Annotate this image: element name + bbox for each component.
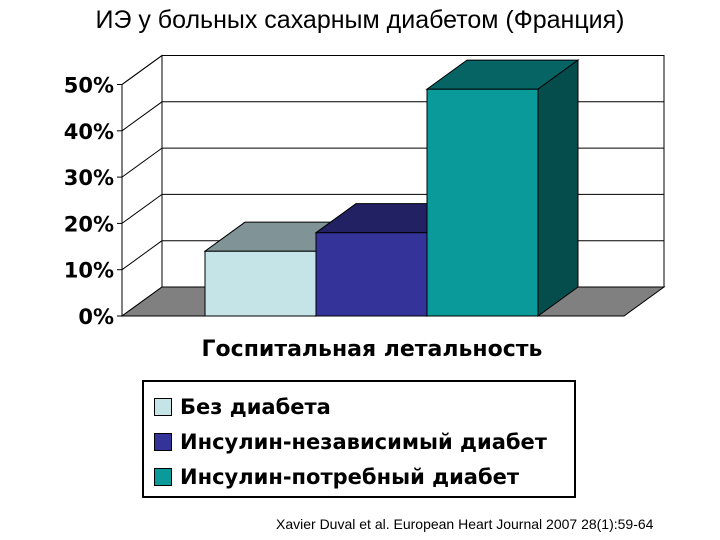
legend-swatch	[154, 398, 172, 416]
legend-item: Инсулин-независимый диабет	[154, 427, 547, 457]
legend-item: Без диабета	[154, 392, 331, 422]
x-axis-label: Госпитальная летальность	[202, 337, 543, 362]
legend-label: Инсулин-потребный диабет	[180, 465, 520, 489]
legend-label: Без диабета	[180, 395, 331, 419]
slide-title: ИЭ у больных сахарным диабетом (Франция)	[95, 6, 625, 34]
legend-label: Инсулин-независимый диабет	[180, 430, 547, 454]
bar-front	[426, 88, 539, 317]
gridline	[121, 101, 163, 132]
bar-side	[537, 59, 579, 317]
y-tick-label: 30%	[64, 166, 114, 190]
gridline	[121, 55, 163, 85]
y-tick-label: 10%	[64, 259, 114, 283]
bar-front	[315, 232, 428, 317]
bars	[203, 59, 580, 317]
y-tick-label: 50%	[64, 74, 114, 98]
citation: Xavier Duval et al. European Heart Journ…	[276, 516, 654, 532]
gridline	[121, 147, 163, 178]
y-tick-label: 20%	[64, 212, 114, 236]
legend-swatch	[154, 468, 172, 486]
bar-front	[204, 250, 317, 317]
legend-swatch	[154, 433, 172, 451]
legend-item: Инсулин-потребный диабет	[154, 462, 519, 492]
chart-legend: Без диабета Инсулин-независимый диабет И…	[142, 380, 576, 498]
y-tick-label: 0%	[78, 305, 114, 329]
y-tick-labels: 0% 10% 20% 30% 40% 50%	[64, 74, 114, 330]
gridline	[121, 193, 163, 224]
side-wall	[121, 54, 163, 317]
bar	[425, 59, 580, 317]
gridline	[121, 240, 163, 271]
y-tick-label: 40%	[64, 120, 114, 144]
